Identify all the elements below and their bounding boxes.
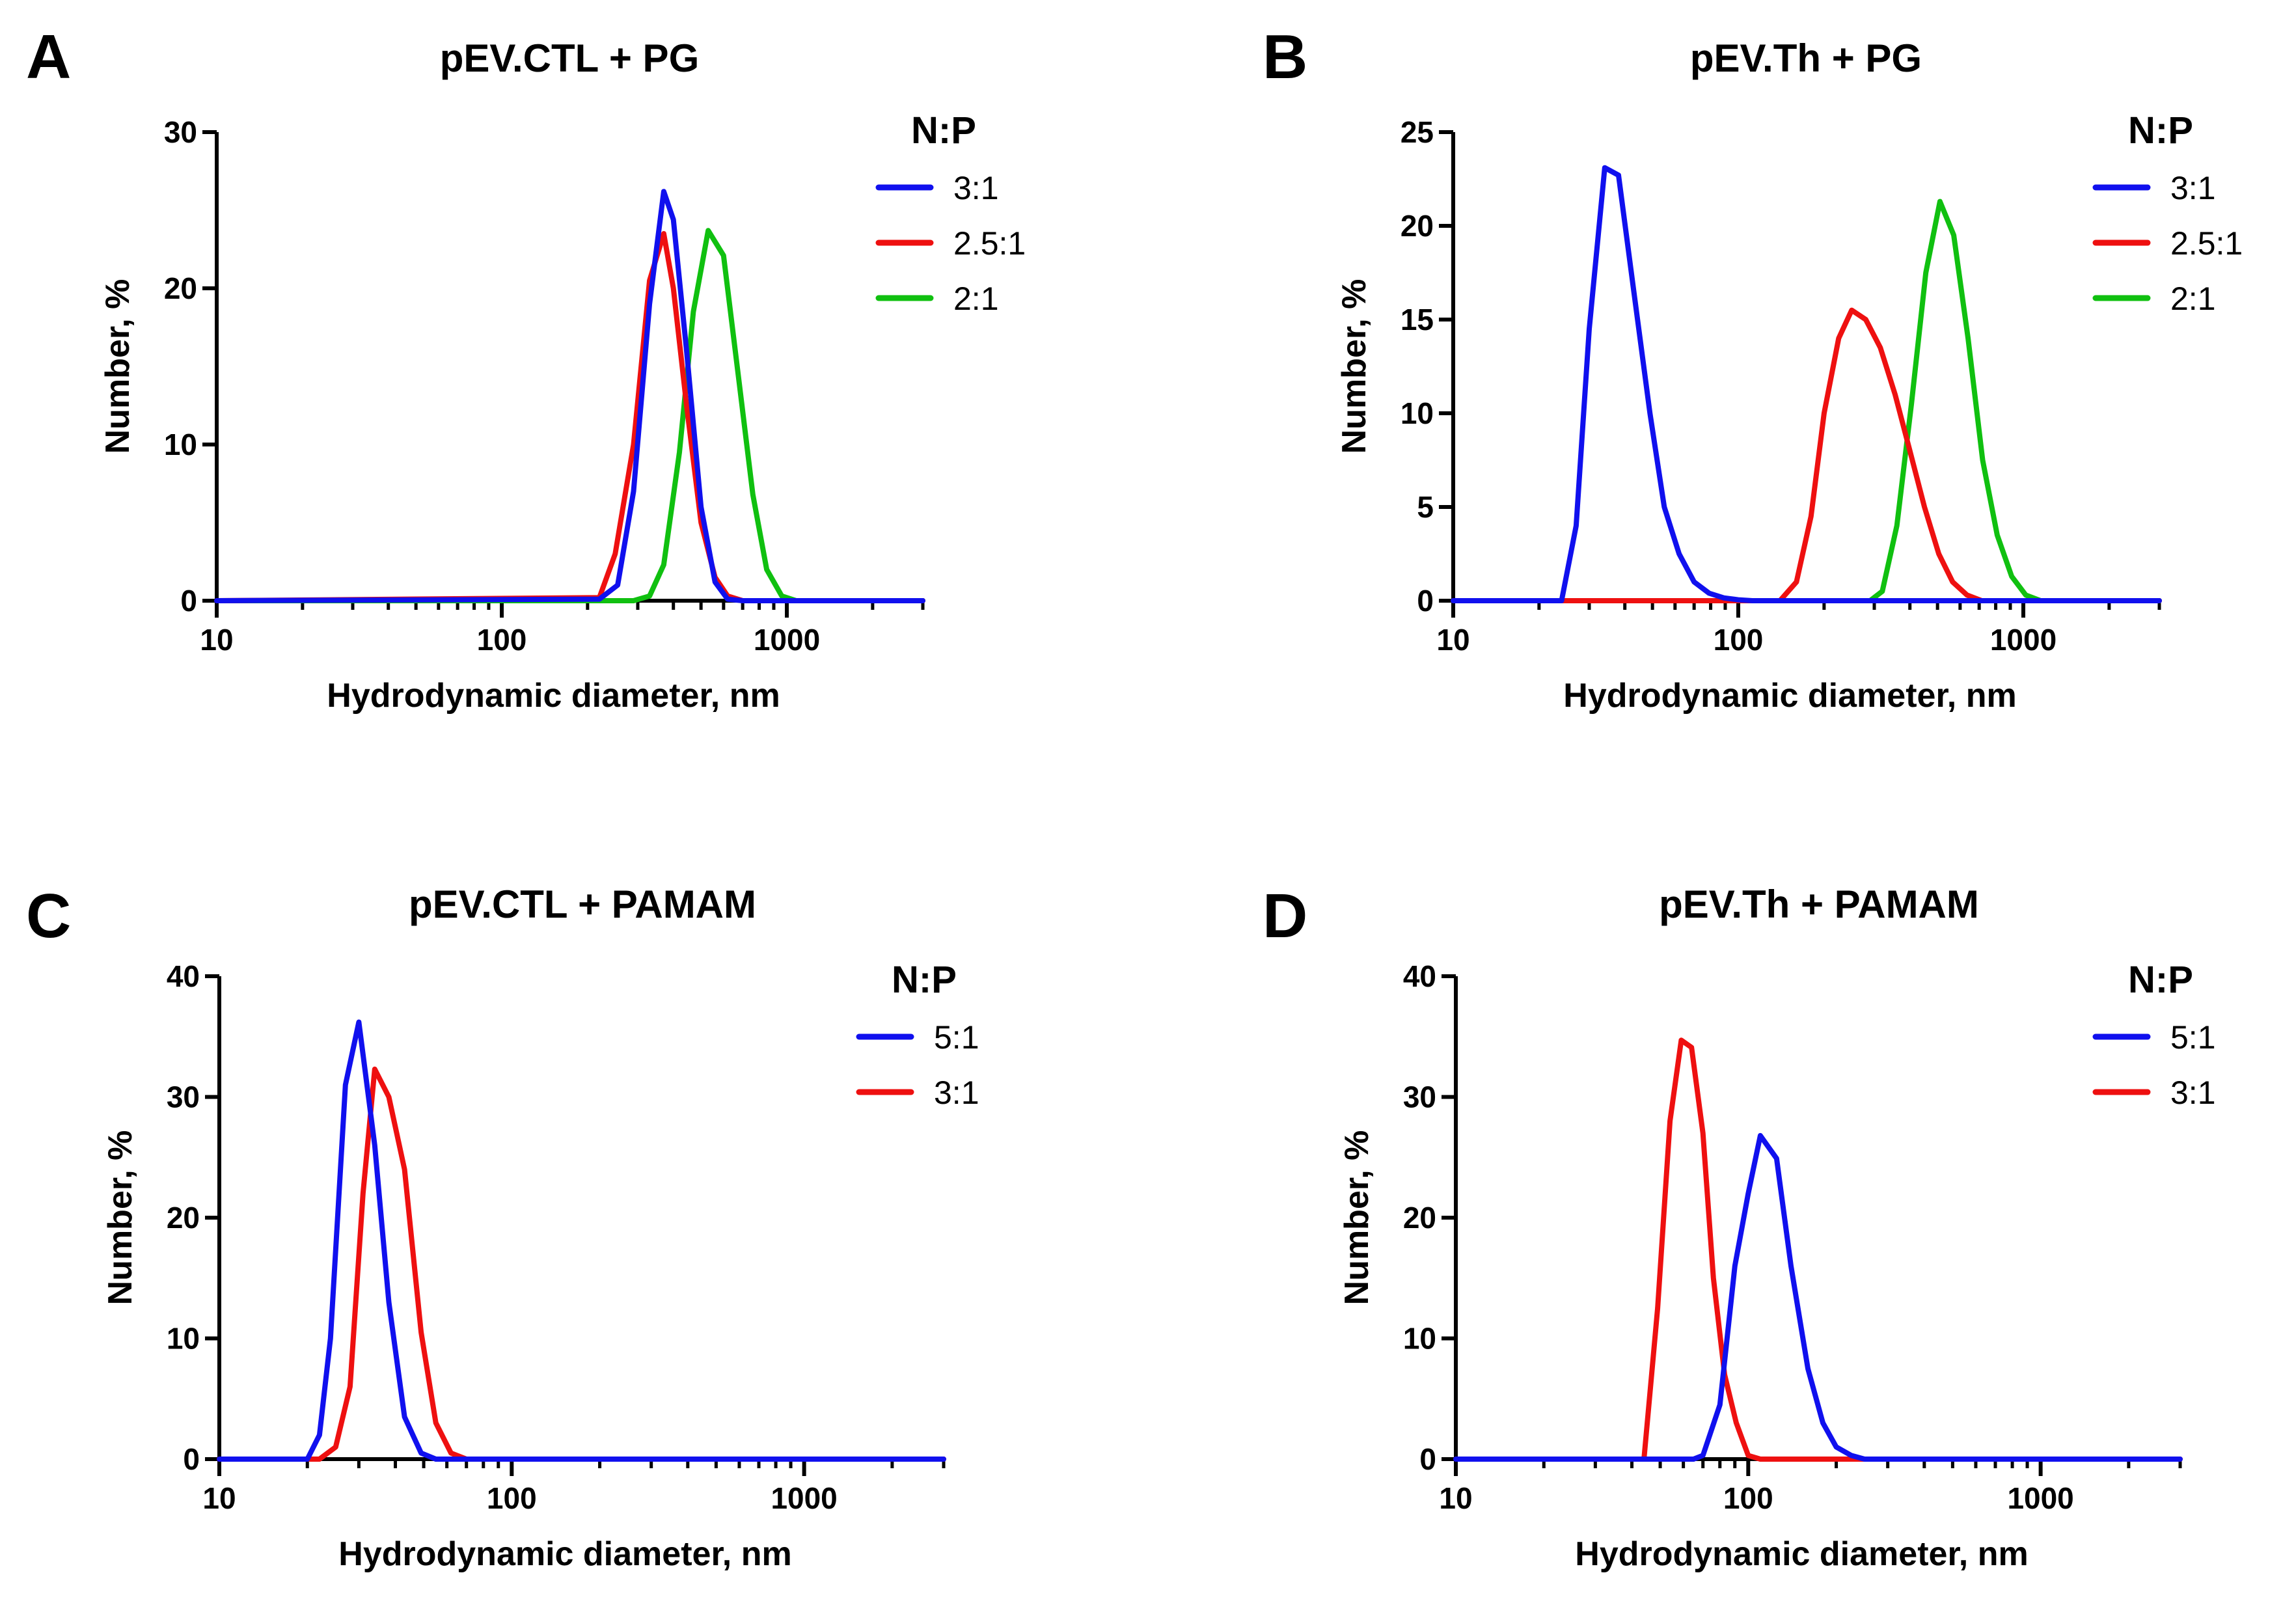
series-line-5-1 [217, 1019, 946, 1462]
legend-label: 5:1 [934, 1019, 979, 1056]
chart-title: pEV.Th + PG [1690, 36, 1922, 80]
y-tick-label: 30 [1403, 1080, 1436, 1114]
x-tick-label: 100 [1723, 1481, 1773, 1515]
x-tick-label: 100 [477, 623, 527, 657]
y-tick-label: 20 [1401, 209, 1434, 243]
y-tick-label: 20 [167, 1201, 200, 1235]
chart-title: pEV.CTL + PAMAM [409, 883, 756, 926]
y-tick-label: 20 [164, 271, 197, 305]
x-tick-label: 100 [487, 1481, 537, 1515]
y-tick-label: 15 [1401, 303, 1434, 336]
y-tick-label: 10 [164, 428, 197, 461]
legend-label: 3:1 [934, 1074, 979, 1111]
y-tick-label: 40 [167, 959, 200, 993]
y-axis-label: Number, % [1335, 279, 1373, 454]
panel-letter: B [1263, 22, 1307, 92]
y-tick-label: 0 [1417, 584, 1434, 618]
y-tick-label: 30 [164, 115, 197, 149]
y-tick-label: 0 [183, 1442, 200, 1476]
legend-title: N:P [2128, 959, 2193, 1001]
x-tick-label: 10 [1436, 623, 1469, 657]
y-tick-label: 20 [1403, 1201, 1436, 1235]
x-tick-label: 1000 [771, 1481, 837, 1515]
y-tick-label: 10 [167, 1322, 200, 1356]
y-axis-label: Number, % [99, 279, 137, 454]
legend-label: 2.5:1 [953, 225, 1026, 262]
y-axis-label: Number, % [102, 1130, 139, 1306]
x-tick-label: 1000 [754, 623, 820, 657]
legend-label: 3:1 [953, 170, 999, 206]
legend-label: 3:1 [2170, 170, 2216, 206]
y-tick-label: 0 [1419, 1442, 1436, 1476]
x-axis-label: Hydrodynamic diameter, nm [1575, 1535, 2028, 1573]
legend-label: 5:1 [2170, 1019, 2216, 1056]
x-axis-label: Hydrodynamic diameter, nm [338, 1535, 791, 1573]
y-tick-label: 0 [180, 584, 197, 618]
x-tick-label: 1000 [1990, 623, 2057, 657]
legend-label: 2.5:1 [2170, 225, 2243, 262]
y-tick-label: 10 [1403, 1322, 1436, 1356]
x-axis-label: Hydrodynamic diameter, nm [1563, 677, 2016, 715]
legend-label: 3:1 [2170, 1074, 2216, 1111]
x-tick-label: 100 [1714, 623, 1764, 657]
chart-title: pEV.CTL + PG [440, 36, 699, 80]
y-tick-label: 5 [1417, 490, 1434, 524]
y-axis-label: Number, % [1338, 1130, 1376, 1306]
series-line-3-1 [217, 1066, 946, 1462]
series-line-2-5-1 [1451, 307, 2162, 603]
legend-title: N:P [892, 959, 957, 1001]
series-line-3-1 [214, 189, 925, 603]
series-line-5-1 [1453, 1132, 2183, 1462]
panel-letter: C [26, 881, 71, 951]
x-tick-label: 10 [200, 623, 233, 657]
panel-letter: D [1263, 881, 1307, 951]
y-tick-label: 30 [167, 1080, 200, 1114]
y-tick-label: 10 [1401, 396, 1434, 430]
series-line-3-1 [1451, 165, 2162, 603]
y-tick-label: 25 [1401, 115, 1434, 149]
panel-letter: A [26, 22, 71, 92]
series-line-3-1 [1453, 1037, 2183, 1462]
legend-title: N:P [911, 109, 976, 152]
x-tick-label: 1000 [2007, 1481, 2073, 1515]
series-line-2-1 [214, 228, 925, 603]
legend-label: 2:1 [953, 281, 999, 317]
legend-title: N:P [2128, 109, 2193, 152]
y-tick-label: 40 [1403, 959, 1436, 993]
x-axis-label: Hydrodynamic diameter, nm [327, 677, 780, 715]
x-tick-label: 10 [202, 1481, 236, 1515]
series-line-2-5-1 [214, 231, 925, 603]
chart-title: pEV.Th + PAMAM [1659, 883, 1979, 926]
x-tick-label: 10 [1439, 1481, 1472, 1515]
legend-label: 2:1 [2170, 281, 2216, 317]
